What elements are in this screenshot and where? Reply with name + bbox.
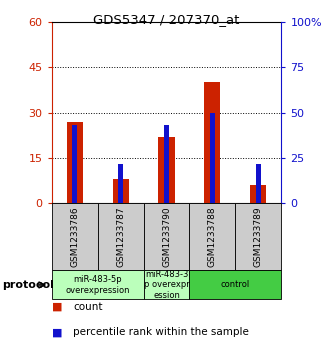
Bar: [52, 270, 144, 299]
Text: ■: ■: [52, 327, 62, 337]
Bar: [250, 185, 266, 203]
Bar: [144, 270, 189, 299]
Bar: [67, 122, 83, 203]
Bar: [159, 137, 174, 203]
Text: control: control: [221, 281, 250, 289]
Bar: [113, 179, 129, 203]
Text: GSM1233790: GSM1233790: [162, 207, 171, 267]
Text: percentile rank within the sample: percentile rank within the sample: [73, 327, 249, 337]
Text: miR-483-5p
overexpression: miR-483-5p overexpression: [65, 275, 130, 295]
Bar: [72, 125, 77, 203]
Text: GSM1233788: GSM1233788: [208, 207, 217, 267]
Text: ■: ■: [52, 302, 62, 312]
Text: miR-483-3
p overexpr
ession: miR-483-3 p overexpr ession: [144, 270, 189, 300]
Bar: [235, 203, 281, 270]
Bar: [189, 203, 235, 270]
Bar: [256, 164, 261, 203]
Bar: [210, 113, 215, 203]
Text: GSM1233789: GSM1233789: [254, 207, 263, 267]
Text: count: count: [73, 302, 103, 312]
Bar: [204, 82, 220, 203]
Text: GSM1233787: GSM1233787: [116, 207, 125, 267]
Bar: [52, 203, 98, 270]
Bar: [118, 164, 123, 203]
Text: protocol: protocol: [2, 280, 54, 290]
Text: GDS5347 / 207370_at: GDS5347 / 207370_at: [93, 13, 240, 26]
Bar: [189, 270, 281, 299]
Bar: [98, 203, 144, 270]
Bar: [164, 125, 169, 203]
Bar: [144, 203, 189, 270]
Text: GSM1233786: GSM1233786: [70, 207, 79, 267]
